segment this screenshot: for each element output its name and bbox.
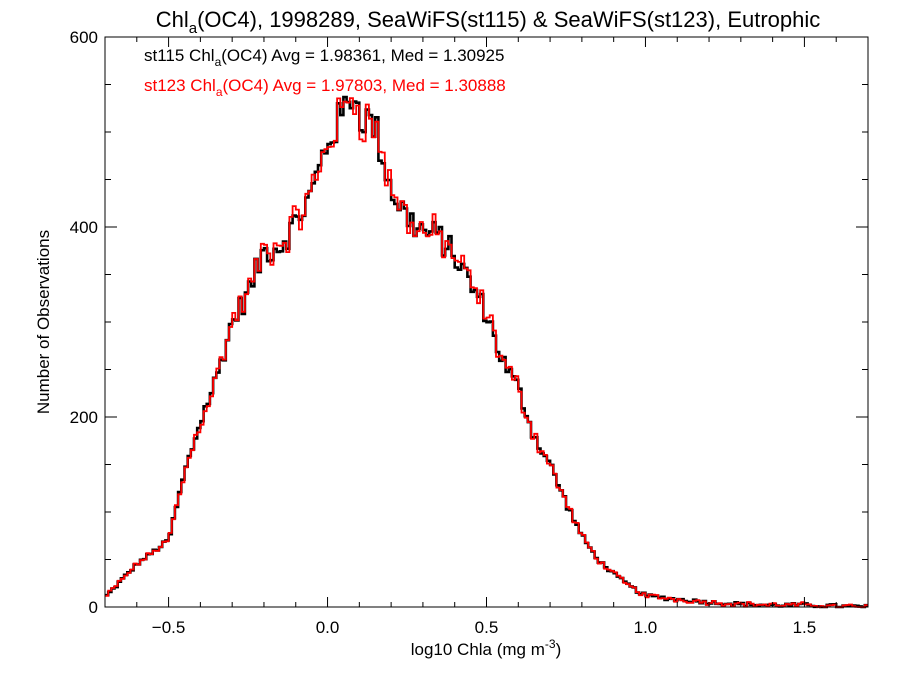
y-axis-label: Number of Observations <box>34 230 53 414</box>
chart-title-prefix: Chl <box>156 7 189 32</box>
x-axis-label: log10 Chla (mg m-3) <box>411 637 562 659</box>
y-tick-label: 600 <box>70 28 98 47</box>
legend-st115-rest: (OC4) Avg = 1.98361, Med = 1.30925 <box>221 46 504 65</box>
series-st123-path <box>105 97 868 608</box>
y-tick-label: 0 <box>89 598 98 617</box>
legend-st123-rest: (OC4) Avg = 1.97803, Med = 1.30888 <box>223 76 506 95</box>
series-st123-line <box>105 97 868 608</box>
series-st115-line <box>105 95 868 609</box>
x-axis-label-sup: -3 <box>545 637 556 651</box>
chart-title-sub: a <box>189 20 198 37</box>
x-tick-label: 0.5 <box>475 618 499 637</box>
x-tick-label: 1.5 <box>793 618 817 637</box>
legend: st115 Chla(OC4) Avg = 1.98361, Med = 1.3… <box>144 46 506 99</box>
legend-entry-st123: st123 Chla(OC4) Avg = 1.97803, Med = 1.3… <box>144 76 506 99</box>
x-tick-label: 1.0 <box>634 618 658 637</box>
y-tick-label: 200 <box>70 408 98 427</box>
x-tick-label: −0.5 <box>152 618 186 637</box>
x-axis-ticks: −0.5 0.0 0.5 1.0 1.5 <box>136 37 837 637</box>
series-st115-path <box>105 95 868 609</box>
legend-entry-st115: st115 Chla(OC4) Avg = 1.98361, Med = 1.3… <box>144 46 504 69</box>
y-tick-label: 400 <box>70 218 98 237</box>
plot-area: −0.5 0.0 0.5 1.0 1.5 0 200 400 600 <box>70 28 869 637</box>
y-axis-ticks: 0 200 400 600 <box>70 28 868 617</box>
x-axis-label-main: log10 Chla (mg m <box>411 640 545 659</box>
chart-title-rest: (OC4), 1998289, SeaWiFS(st115) & SeaWiFS… <box>197 7 820 32</box>
x-tick-label: 0.0 <box>316 618 340 637</box>
x-axis-label-close: ) <box>556 640 562 659</box>
chart-title: Chla(OC4), 1998289, SeaWiFS(st115) & Sea… <box>156 7 821 37</box>
legend-st123-sub: a <box>216 85 223 99</box>
legend-st115-sub: a <box>215 55 222 69</box>
legend-st123-prefix: st123 Chl <box>144 76 216 95</box>
legend-st115-prefix: st115 Chl <box>144 46 215 65</box>
